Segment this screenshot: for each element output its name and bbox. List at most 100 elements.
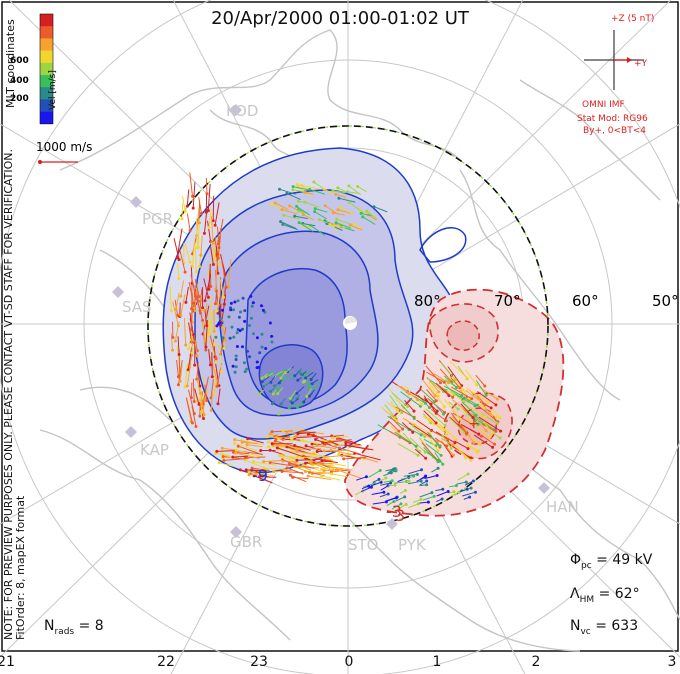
lambda-hm-value: = 62° [598,586,640,602]
velocity-vector [449,360,468,379]
velocity-vector [422,415,435,425]
velocity-vector [204,384,208,401]
velocity-vector [371,491,384,495]
velocity-vector [421,442,439,461]
velocity-vector [210,216,214,244]
velocity-vector [339,447,361,455]
velocity-vector [389,430,411,444]
velocity-vector [412,422,431,435]
velocity-vector [317,434,345,438]
colorbar-swatch [40,50,53,64]
pole-marker-shade [344,316,357,324]
velocity-vector [443,385,462,396]
velocity-vector [348,201,364,213]
velocity-vector [386,501,395,507]
velocity-vector [308,389,315,397]
velocity-vector [272,400,276,405]
velocity-vector [387,415,410,430]
velocity-vector [431,467,439,473]
velocity-vector [401,480,410,483]
velocity-vector [399,490,406,494]
n-rads-value: = 8 [78,618,104,634]
velocity-vector [192,182,196,209]
contour-label-minus9: -9 [252,466,268,485]
velocity-vector [462,491,476,497]
velocity-vector [270,387,275,392]
n-rads-stat: Nrads = 8 [44,618,104,637]
velocity-vector [185,286,189,303]
velocity-vector [187,345,193,370]
mlt-tick-1: 1 [432,654,442,670]
velocity-vector [212,195,215,221]
vector-origin [252,332,255,336]
velocity-vector [380,485,389,491]
velocity-vector [427,432,441,447]
velocity-vector [435,488,443,492]
velocity-vector [248,471,274,477]
velocity-vector [220,279,224,298]
mlt-tick-0: 0 [344,654,354,670]
velocity-vector [292,398,299,404]
lambda-hm-stat: ΛHM = 62° [570,586,640,605]
velocity-vector [336,218,353,226]
velocity-vector [343,456,367,460]
velocity-vector [400,385,418,401]
velocity-vector [206,313,211,342]
velocity-vector [436,498,443,503]
velocity-vector [305,371,314,379]
mlt-tick-23: 23 [250,654,268,670]
velocity-vector [337,187,347,193]
vector-origin [232,308,235,312]
colorbar-tick-600: 600 [10,56,29,66]
velocity-vector [208,320,211,335]
velocity-vector [451,413,468,434]
velocity-colorbar [39,13,54,125]
velocity-vector [216,291,220,311]
velocity-vector [183,317,187,346]
velocity-vector [477,391,497,406]
velocity-vector [428,386,445,408]
vector-origin [233,370,237,374]
velocity-vector [408,503,419,509]
phi-pc-value: = 49 kV [596,552,653,568]
velocity-vector [332,435,349,439]
velocity-vector [281,209,298,215]
velocity-vector [211,352,213,377]
vector-origin [214,335,218,339]
velocity-vector [302,223,316,227]
vector-origin [230,325,234,329]
velocity-vector [354,452,381,461]
velocity-vector [329,224,340,232]
velocity-vector [404,385,423,405]
velocity-vector [447,366,463,386]
velocity-vector [294,372,299,377]
velocity-vector [263,467,286,470]
velocity-vector [290,393,297,402]
velocity-vector [383,480,393,483]
velocity-vector [456,447,472,461]
velocity-vector [194,246,197,272]
velocity-vector [195,218,199,249]
vector-origin [264,347,268,350]
positive-cell [344,288,565,517]
velocity-vector [268,369,275,375]
velocity-vector [188,322,193,343]
velocity-vector [329,466,353,471]
velocity-vector [411,425,426,438]
velocity-vector [478,405,499,423]
velocity-vector [338,453,366,460]
velocity-vector [439,368,453,383]
velocity-vector [403,417,414,426]
colorbar-swatch [40,14,53,27]
velocity-vector [277,384,282,390]
velocity-vector [227,259,232,288]
velocity-vector [169,285,172,311]
velocity-vector [205,177,208,194]
mlt-tick-21: 21 [0,654,15,670]
velocity-vector [394,496,405,502]
velocity-vector [277,387,284,395]
velocity-vector [404,399,415,412]
velocity-vector [481,413,498,424]
velocity-vector [308,475,332,480]
velocity-vector [186,366,191,386]
